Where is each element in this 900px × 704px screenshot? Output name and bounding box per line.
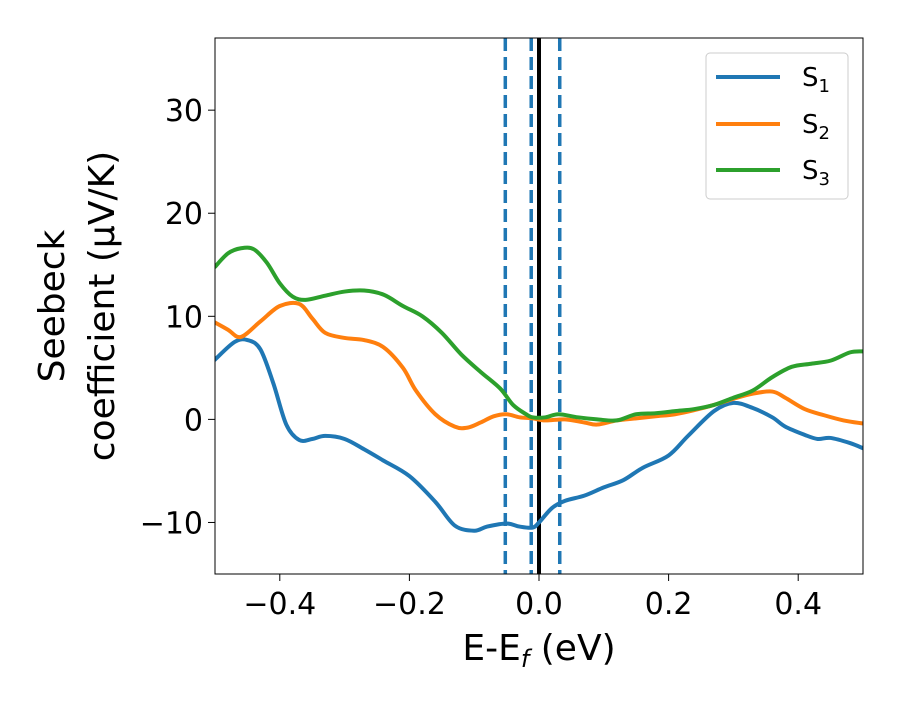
legend-label-s1-sub: 1 — [819, 76, 830, 97]
y-tick-label: 10 — [165, 300, 203, 335]
y-tick-label: 20 — [165, 197, 203, 232]
y-tick-label: 30 — [165, 94, 203, 129]
legend-label-s3-sub: 3 — [819, 169, 830, 190]
x-tick-label: −0.2 — [373, 587, 446, 622]
legend-label-s1: S1 — [802, 63, 830, 97]
series-line-s1 — [215, 337, 863, 533]
y-tick-label: −10 — [140, 506, 203, 541]
legend-label-s2: S2 — [802, 110, 830, 144]
x-axis-title: E-Ef (eV) — [462, 628, 615, 673]
y-tick-label: 0 — [184, 403, 203, 438]
legend-label-s3: S3 — [802, 156, 830, 190]
x-tick-label: 0.0 — [515, 587, 563, 622]
y-axis-title-line1: Seebeck — [32, 229, 73, 382]
x-axis-title-unit: (eV) — [529, 628, 615, 669]
x-tick-label: 0.4 — [774, 587, 822, 622]
x-tick-label: −0.4 — [243, 587, 316, 622]
legend-label-s2-sub: 2 — [819, 123, 830, 144]
legend-label-s1-main: S — [802, 63, 819, 93]
x-axis-title-main: E-E — [462, 628, 520, 669]
y-axis-title-line2: coefficient (μV/K) — [82, 151, 123, 461]
x-tick-label: 0.2 — [645, 587, 693, 622]
legend-label-s3-main: S — [802, 156, 819, 186]
legend: S1 S2 S3 — [705, 52, 849, 200]
legend-label-s2-main: S — [802, 110, 819, 140]
series-line-s3 — [215, 245, 863, 423]
